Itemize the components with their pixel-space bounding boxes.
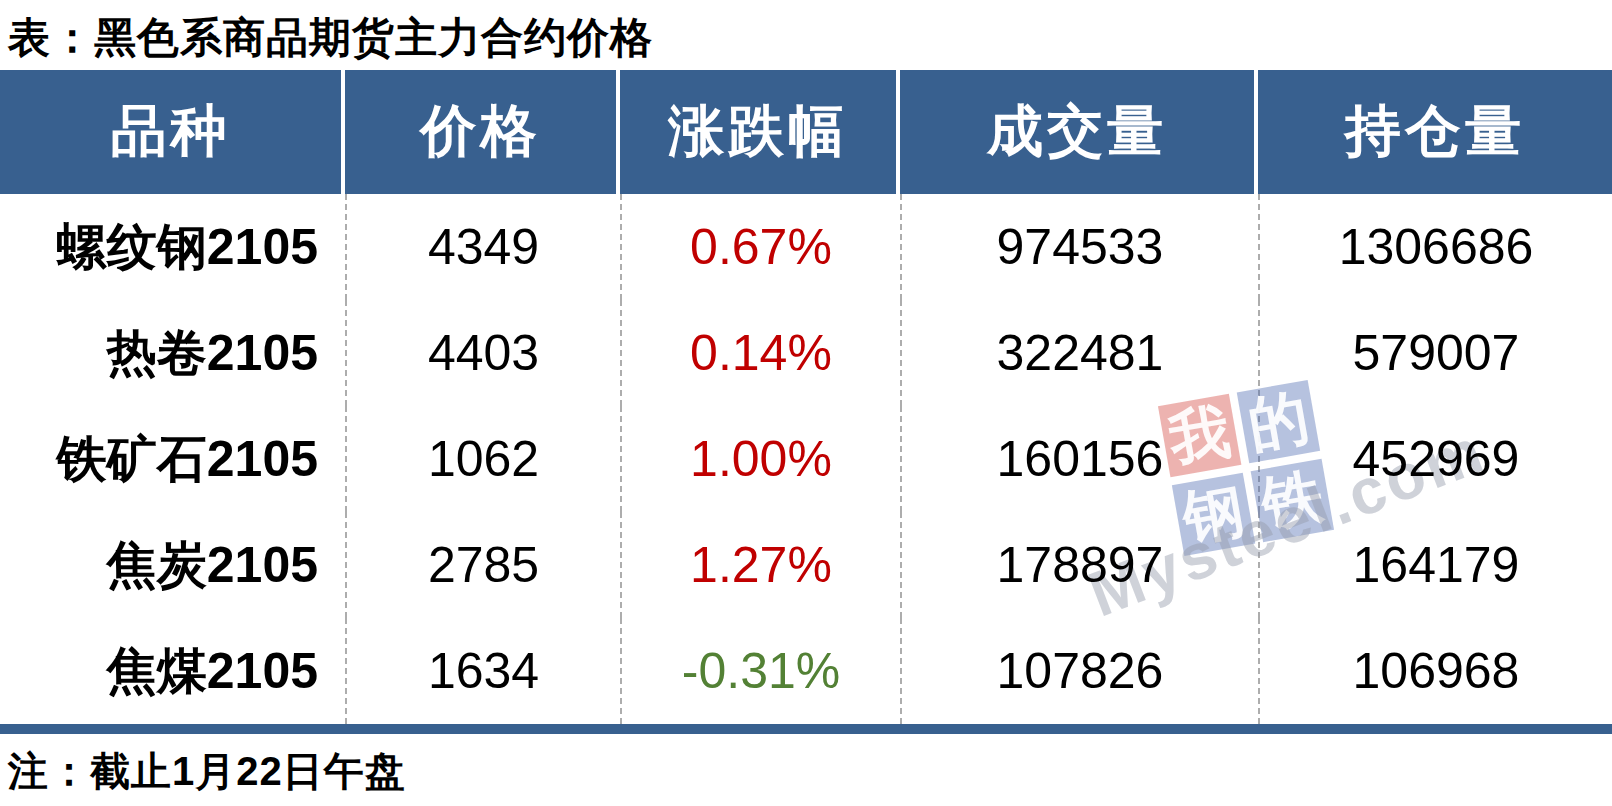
table-bottom-border <box>0 724 1612 734</box>
table-row-cell: 178897 <box>900 512 1258 618</box>
table-row-cell: 164179 <box>1258 512 1612 618</box>
open-interest-value: 1306686 <box>1339 218 1534 276</box>
table-row-cell: 1634 <box>345 618 620 724</box>
change-value: 0.67% <box>690 218 832 276</box>
header-cell-variety: 品种 <box>0 70 345 194</box>
table-row-cell: 2785 <box>345 512 620 618</box>
table-row-cell: 螺纹钢2105 <box>0 194 345 300</box>
volume-value: 160156 <box>997 430 1164 488</box>
header-cell-open-interest: 持仓量 <box>1258 70 1612 194</box>
header-cell-change: 涨跌幅 <box>620 70 900 194</box>
table-row-cell: 焦煤2105 <box>0 618 345 724</box>
variety-label: 焦煤2105 <box>107 638 318 705</box>
table-note: 注：截止1月22日午盘 <box>8 744 406 799</box>
table-row-cell: 106968 <box>1258 618 1612 724</box>
table-row-cell: 160156 <box>900 406 1258 512</box>
variety-label: 热卷2105 <box>107 320 318 387</box>
table-row-cell: 1.00% <box>620 406 900 512</box>
change-value: 0.14% <box>690 324 832 382</box>
volume-value: 107826 <box>997 642 1164 700</box>
table-row-cell: 1306686 <box>1258 194 1612 300</box>
table-row-cell: 107826 <box>900 618 1258 724</box>
open-interest-value: 164179 <box>1353 536 1520 594</box>
volume-value: 322481 <box>997 324 1164 382</box>
price-value: 4403 <box>428 324 539 382</box>
open-interest-value: 452969 <box>1353 430 1520 488</box>
change-value: 1.27% <box>690 536 832 594</box>
page: 表：黑色系商品期货主力合约价格 品种 价格 涨跌幅 成交量 持仓量 螺纹钢210… <box>0 0 1612 806</box>
variety-label: 螺纹钢2105 <box>57 214 318 281</box>
header-cell-volume: 成交量 <box>900 70 1258 194</box>
price-value: 4349 <box>428 218 539 276</box>
change-value: -0.31% <box>682 642 840 700</box>
table-row-cell: 322481 <box>900 300 1258 406</box>
price-value: 2785 <box>428 536 539 594</box>
header-cell-price: 价格 <box>345 70 620 194</box>
table-row-cell: 1062 <box>345 406 620 512</box>
table-row-cell: -0.31% <box>620 618 900 724</box>
table-row-cell: 0.14% <box>620 300 900 406</box>
table-row-cell: 579007 <box>1258 300 1612 406</box>
table-row-cell: 4403 <box>345 300 620 406</box>
open-interest-value: 106968 <box>1353 642 1520 700</box>
page-title: 表：黑色系商品期货主力合约价格 <box>8 10 653 66</box>
futures-table: 品种 价格 涨跌幅 成交量 持仓量 螺纹钢2105 4349 0.67% 974… <box>0 70 1612 724</box>
table-row-cell: 铁矿石2105 <box>0 406 345 512</box>
table-row-cell: 焦炭2105 <box>0 512 345 618</box>
table-row-cell: 1.27% <box>620 512 900 618</box>
open-interest-value: 579007 <box>1353 324 1520 382</box>
price-value: 1062 <box>428 430 539 488</box>
table-row-cell: 热卷2105 <box>0 300 345 406</box>
table-row-cell: 0.67% <box>620 194 900 300</box>
table-row-cell: 452969 <box>1258 406 1612 512</box>
table-row-cell: 4349 <box>345 194 620 300</box>
price-value: 1634 <box>428 642 539 700</box>
volume-value: 178897 <box>997 536 1164 594</box>
variety-label: 铁矿石2105 <box>57 426 318 493</box>
variety-label: 焦炭2105 <box>107 532 318 599</box>
table-row-cell: 974533 <box>900 194 1258 300</box>
volume-value: 974533 <box>997 218 1164 276</box>
change-value: 1.00% <box>690 430 832 488</box>
